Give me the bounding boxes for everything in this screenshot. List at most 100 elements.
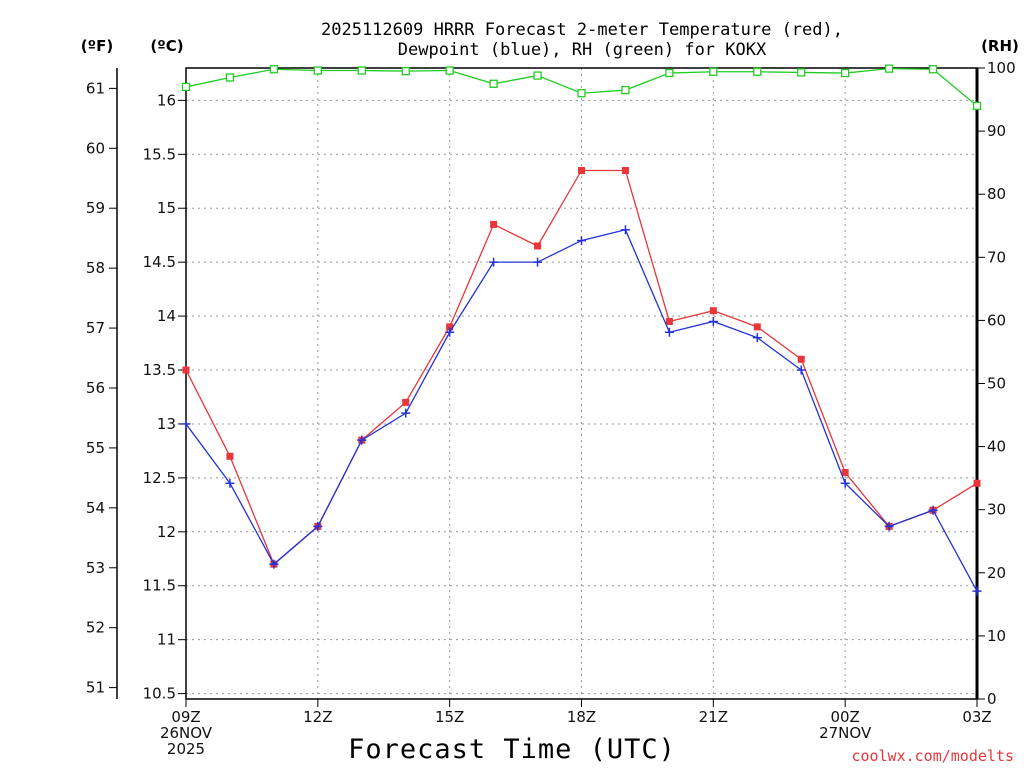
x-tick-label: 12Z: [303, 708, 332, 726]
celsius-tick-label: 16: [157, 91, 176, 109]
fahrenheit-tick-label: 55: [86, 439, 105, 457]
rh-tick-label: 90: [987, 122, 1006, 140]
dewpoint-point: [225, 478, 235, 488]
rh-point: [621, 85, 630, 95]
rh-point: [533, 71, 542, 80]
rh-tick-label: 30: [987, 501, 1006, 519]
celsius-tick-label: 14: [157, 307, 176, 325]
temperature-point: [446, 323, 454, 331]
celsius-tick-label: 12: [157, 523, 176, 541]
x-tick-label-line: 00Z: [830, 708, 859, 726]
temperature-point: [973, 479, 981, 487]
x-tick-label-line: 27NOV: [819, 724, 872, 742]
rh-point: [928, 65, 938, 74]
rh-point: [709, 67, 718, 76]
fahrenheit-tick-label: 54: [86, 499, 105, 517]
dewpoint-point: [840, 478, 850, 488]
fahrenheit-tick-label: 53: [86, 559, 105, 577]
dewpoint-point: [664, 327, 674, 337]
fahrenheit-tick-label: 58: [86, 259, 105, 277]
data-series: [181, 64, 982, 596]
fahrenheit-tick-label: 57: [86, 319, 105, 337]
grid-lines: [186, 68, 977, 699]
fahrenheit-unit-label: (ºF): [81, 37, 113, 55]
x-tick-label-line: 26NOV: [160, 724, 213, 742]
rh-point: [445, 66, 454, 75]
temperature-point: [797, 355, 805, 363]
x-tick-label-line: 18Z: [567, 708, 596, 726]
plot-frame: [185, 67, 978, 700]
x-tick-label-line: 09Z: [171, 708, 200, 726]
temperature-point: [182, 366, 190, 374]
rh-tick-label: 0: [987, 690, 997, 708]
fahrenheit-tick-label: 51: [86, 679, 105, 697]
temperature-point: [709, 307, 717, 315]
fahrenheit-tick-label: 60: [86, 139, 105, 157]
rh-point: [401, 67, 410, 76]
dewpoint-point: [269, 559, 279, 569]
temperature-point: [402, 398, 410, 406]
fahrenheit-tick-label: 56: [86, 379, 105, 397]
x-tick-label-line: 21Z: [699, 708, 728, 726]
rh-point: [972, 101, 982, 111]
rh-tick-label: 40: [987, 438, 1006, 456]
tick-labels: 10.5 11 11.5 12 12.5 13 13.5 14 14.5 15 15.5 16 51 52…: [86, 59, 1016, 758]
x-tick-label: 09Z 26NOV 2025: [160, 708, 213, 758]
rh-point: [489, 79, 498, 88]
rh-tick-label: 70: [987, 248, 1006, 266]
dewpoint-point: [533, 257, 543, 267]
rh-tick-label: 50: [987, 375, 1006, 393]
temperature-point: [841, 468, 849, 476]
dewpoint-point: [752, 333, 762, 343]
celsius-tick-label: 11: [157, 631, 176, 649]
rh-tick-label: 10: [987, 627, 1006, 645]
dewpoint-point: [884, 521, 894, 531]
temperature-series-line: [185, 169, 978, 566]
rh-point: [181, 82, 191, 92]
x-tick-label: 00Z 27NOV: [819, 708, 872, 742]
celsius-tick-label: 12.5: [143, 469, 176, 487]
rh-point: [884, 64, 894, 73]
celsius-unit-label: (ºC): [150, 37, 183, 55]
dewpoint-point: [928, 505, 938, 515]
dewpoint-point: [401, 408, 411, 418]
x-tick-label-line: 15Z: [435, 708, 464, 726]
rh-point: [753, 67, 762, 76]
dewpoint-point: [313, 521, 323, 531]
dewpoint-point: [445, 327, 455, 337]
rh-point: [665, 68, 674, 78]
fahrenheit-tick-label: 52: [86, 619, 105, 637]
x-tick-label: 15Z: [435, 708, 464, 726]
celsius-tick-label: 11.5: [143, 577, 176, 595]
celsius-tick-label: 13.5: [143, 361, 176, 379]
dewpoint-point: [357, 435, 367, 445]
credit-text[interactable]: coolwx.com/modelts: [851, 747, 1014, 765]
dewpoint-point: [577, 236, 586, 246]
temperature-point: [621, 166, 629, 174]
rh-tick-label: 80: [987, 185, 1006, 203]
celsius-tick-label: 15.5: [143, 145, 176, 163]
dewpoint-point: [796, 365, 806, 375]
rh-point: [577, 89, 586, 98]
temperature-point: [534, 242, 542, 250]
x-tick-label-line: 03Z: [962, 708, 991, 726]
temperature-point: [753, 323, 761, 331]
fahrenheit-tick-label: 61: [86, 79, 105, 97]
rh-point: [797, 68, 806, 77]
chart-title-line2: Dewpoint (blue), RH (green) for KOKX: [398, 40, 767, 60]
rh-point: [313, 66, 322, 75]
temperature-point: [578, 166, 585, 174]
x-tick-label-line: 2025: [167, 740, 205, 758]
fahrenheit-tick-label: 59: [86, 199, 105, 217]
temperature-point: [665, 317, 673, 325]
x-tick-label-line: 12Z: [303, 708, 332, 726]
rh-point: [841, 68, 850, 78]
x-tick-label: 21Z: [699, 708, 728, 726]
rh-tick-label: 100: [987, 59, 1016, 77]
axes: [109, 67, 985, 707]
rh-unit-label: (RH): [981, 37, 1019, 55]
x-tick-label: 03Z: [962, 708, 991, 726]
celsius-tick-label: 15: [157, 199, 176, 217]
dewpoint-point: [489, 257, 499, 267]
